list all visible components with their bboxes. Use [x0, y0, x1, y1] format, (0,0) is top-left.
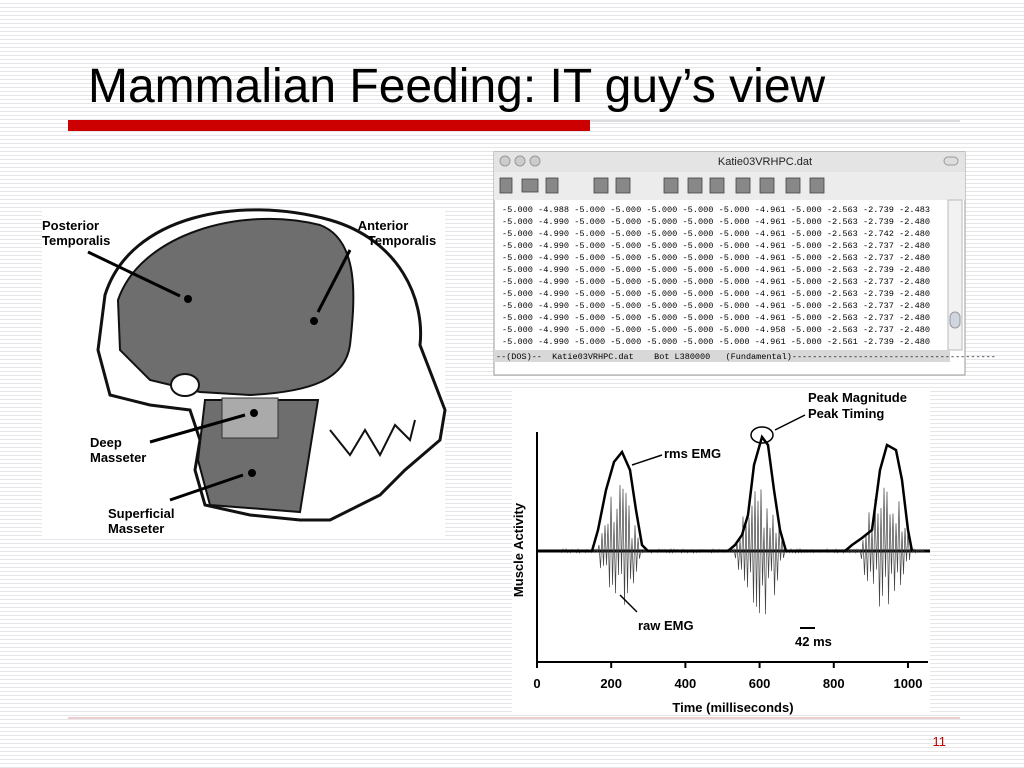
data-row: -5.000 -4.990 -5.000 -5.000 -5.000 -5.00…	[502, 325, 930, 335]
label-deep-masseter: Deep Masseter	[90, 435, 146, 465]
skull-illustration	[42, 208, 447, 536]
raw-arrow	[619, 594, 638, 613]
data-row: -5.000 -4.990 -5.000 -5.000 -5.000 -5.00…	[502, 277, 930, 287]
x-tick-label: 1000	[894, 676, 923, 691]
editor-window	[493, 151, 966, 376]
data-row: -5.000 -4.990 -5.000 -5.000 -5.000 -5.00…	[502, 301, 930, 311]
raw-annotation: raw EMG	[638, 618, 694, 633]
emg-y-label: Muscle Activity	[511, 502, 526, 597]
x-tick-label: 200	[600, 676, 622, 691]
data-row: -5.000 -4.990 -5.000 -5.000 -5.000 -5.00…	[502, 229, 930, 239]
data-row: -5.000 -4.988 -5.000 -5.000 -5.000 -5.00…	[502, 205, 930, 215]
x-tick-label: 0	[533, 676, 540, 691]
scale-annotation: 42 ms	[795, 634, 832, 649]
rms-emg-trace	[537, 434, 914, 553]
data-row: -5.000 -4.990 -5.000 -5.000 -5.000 -5.00…	[502, 241, 930, 251]
window-title: Katie03VRHPC.dat	[718, 156, 812, 168]
peak-annotation: Peak Magnitude Peak Timing	[808, 390, 907, 421]
x-tick-label: 600	[749, 676, 771, 691]
data-row: -5.000 -4.990 -5.000 -5.000 -5.000 -5.00…	[502, 337, 930, 347]
label-anterior-temporalis: Anterior Temporalis	[358, 218, 436, 248]
peak-arrow	[774, 414, 806, 431]
data-row: -5.000 -4.990 -5.000 -5.000 -5.000 -5.00…	[502, 289, 930, 299]
rms-annotation: rms EMG	[664, 446, 721, 461]
label-superficial-masseter: Superficial Masseter	[108, 506, 174, 536]
raw-emg-trace	[559, 484, 925, 615]
rms-arrow	[631, 454, 663, 466]
peak-circle	[750, 426, 774, 444]
x-tick-label: 800	[823, 676, 845, 691]
data-row: -5.000 -4.990 -5.000 -5.000 -5.000 -5.00…	[502, 265, 930, 275]
data-row: -5.000 -4.990 -5.000 -5.000 -5.000 -5.00…	[502, 313, 930, 323]
title-bar	[68, 120, 590, 131]
page-number: 11	[933, 734, 947, 749]
status-line: --(DOS)-- Katie03VRHPC.dat Bot L380000 (…	[496, 352, 996, 362]
data-row: -5.000 -4.990 -5.000 -5.000 -5.000 -5.00…	[502, 217, 930, 227]
emg-x-label: Time (milliseconds)	[672, 700, 793, 715]
data-row: -5.000 -4.990 -5.000 -5.000 -5.000 -5.00…	[502, 253, 930, 263]
x-tick-label: 400	[675, 676, 697, 691]
label-posterior-temporalis: Posterior Temporalis	[42, 218, 110, 248]
slide-title: Mammalian Feeding: IT guy’s view	[88, 60, 826, 113]
